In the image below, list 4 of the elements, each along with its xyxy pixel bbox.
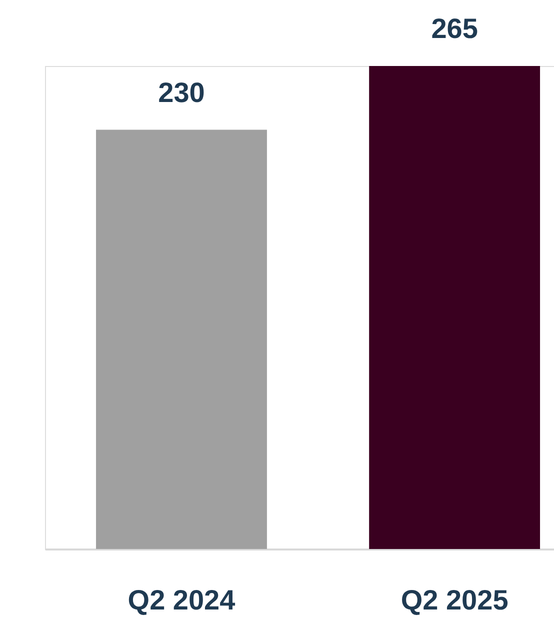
data-label: 265 [431, 13, 478, 44]
x-tick-label: Q2 2024 [128, 584, 236, 616]
data-label: 230 [158, 76, 205, 108]
x-tick-label: Q2 2025 [400, 584, 508, 616]
